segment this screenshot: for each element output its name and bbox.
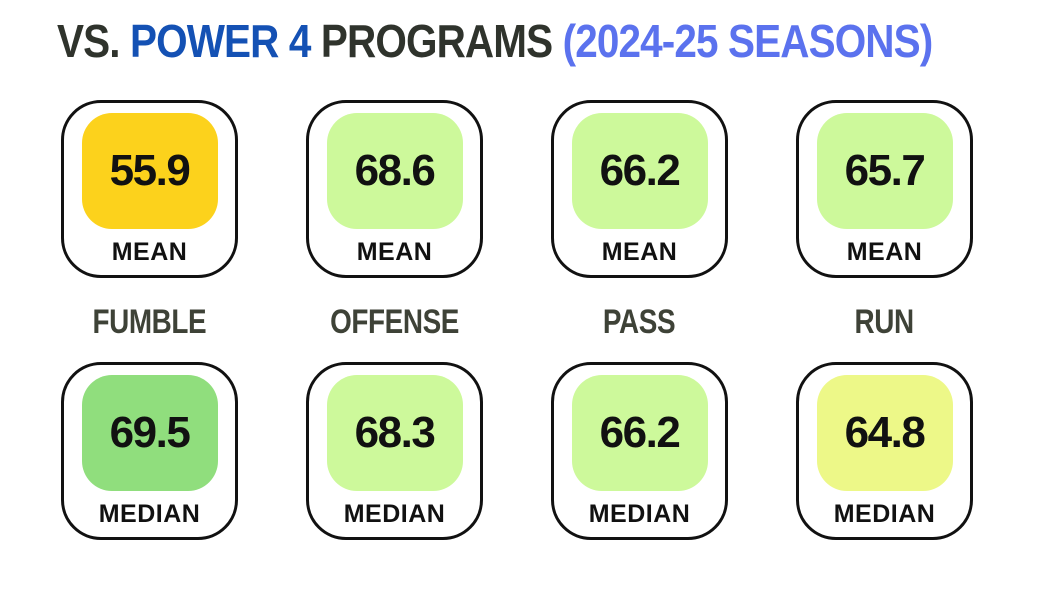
stat-type-label: MEDIAN — [343, 499, 446, 528]
stat-card-offense-mean: 68.6 MEAN — [306, 100, 483, 278]
stat-value: 69.5 — [109, 408, 191, 457]
stat-chip: 64.8 — [816, 375, 953, 491]
stat-type-label: MEAN — [356, 237, 433, 266]
stat-card-run-median: 64.8 MEDIAN — [796, 362, 973, 540]
stat-card-fumble-median: 69.5 MEDIAN — [61, 362, 238, 540]
stat-value: 66.2 — [599, 146, 681, 195]
stat-chip: 65.7 — [816, 113, 953, 229]
stat-chip: 68.3 — [326, 375, 463, 491]
title-middle: PROGRAMS — [320, 15, 553, 67]
title-highlight: POWER 4 — [129, 15, 311, 67]
median-row: 69.5 MEDIAN 68.3 MEDIAN 66.2 MEDIAN 64.8… — [61, 362, 973, 540]
category-label-text: RUN — [854, 302, 915, 341]
title-suffix: (2024-25 SEASONS) — [562, 15, 934, 67]
stat-type-label: MEDIAN — [588, 499, 691, 528]
mean-row: 55.9 MEAN 68.6 MEAN 66.2 MEAN 65.7 MEAN — [61, 100, 973, 278]
category-label-fumble: FUMBLE — [61, 302, 238, 342]
stat-value: 65.7 — [844, 146, 926, 195]
stat-value: 55.9 — [109, 146, 191, 195]
category-label-offense: OFFENSE — [306, 302, 483, 342]
stat-card-run-mean: 65.7 MEAN — [796, 100, 973, 278]
stat-type-label: MEAN — [601, 237, 678, 266]
stat-chip: 55.9 — [81, 113, 218, 229]
stat-value: 64.8 — [844, 408, 926, 457]
stat-type-label: MEAN — [111, 237, 188, 266]
category-label-text: FUMBLE — [92, 302, 207, 341]
stat-type-label: MEDIAN — [833, 499, 936, 528]
page-title: VS. POWER 4 PROGRAMS (2024-25 SEASONS) — [57, 15, 934, 67]
category-label-text: PASS — [603, 302, 676, 341]
stat-chip: 68.6 — [326, 113, 463, 229]
stat-chip: 66.2 — [571, 113, 708, 229]
stat-type-label: MEDIAN — [98, 499, 201, 528]
stat-value: 66.2 — [599, 408, 681, 457]
category-label-pass: PASS — [551, 302, 728, 342]
stat-card-fumble-mean: 55.9 MEAN — [61, 100, 238, 278]
category-label-run: RUN — [796, 302, 973, 342]
stat-card-pass-mean: 66.2 MEAN — [551, 100, 728, 278]
stat-card-pass-median: 66.2 MEDIAN — [551, 362, 728, 540]
stat-value: 68.3 — [354, 408, 436, 457]
category-label-text: OFFENSE — [330, 302, 459, 341]
stat-card-offense-median: 68.3 MEDIAN — [306, 362, 483, 540]
category-row: FUMBLE OFFENSE PASS RUN — [61, 302, 973, 342]
stat-type-label: MEAN — [846, 237, 923, 266]
stat-value: 68.6 — [354, 146, 436, 195]
title-prefix: VS. — [57, 15, 120, 67]
stat-chip: 69.5 — [81, 375, 218, 491]
stat-chip: 66.2 — [571, 375, 708, 491]
